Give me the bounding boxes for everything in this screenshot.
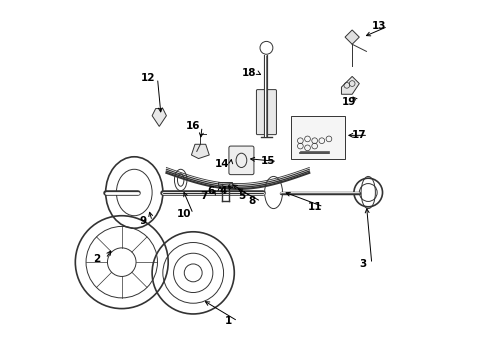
Polygon shape [345, 30, 359, 44]
Text: 2: 2 [93, 253, 100, 264]
Text: 6: 6 [207, 186, 215, 196]
Text: 13: 13 [372, 21, 386, 31]
Text: 15: 15 [261, 157, 275, 166]
Text: 11: 11 [307, 202, 322, 212]
Text: 16: 16 [186, 121, 200, 131]
FancyBboxPatch shape [256, 90, 276, 135]
Text: 14: 14 [215, 159, 229, 169]
Text: 18: 18 [241, 68, 256, 78]
Text: 9: 9 [140, 216, 147, 226]
Text: 5: 5 [238, 191, 245, 201]
Text: 19: 19 [342, 97, 356, 107]
FancyBboxPatch shape [218, 182, 232, 187]
Text: 8: 8 [248, 197, 256, 206]
Polygon shape [152, 109, 167, 126]
Text: 3: 3 [359, 259, 367, 269]
Text: 10: 10 [177, 209, 192, 219]
Text: 7: 7 [200, 191, 208, 201]
FancyBboxPatch shape [229, 146, 254, 175]
Polygon shape [342, 76, 359, 94]
FancyBboxPatch shape [292, 116, 345, 158]
Polygon shape [192, 144, 209, 158]
Text: 12: 12 [141, 73, 156, 83]
Text: 17: 17 [352, 130, 367, 140]
Text: 4: 4 [220, 186, 227, 196]
Text: 1: 1 [225, 316, 233, 326]
